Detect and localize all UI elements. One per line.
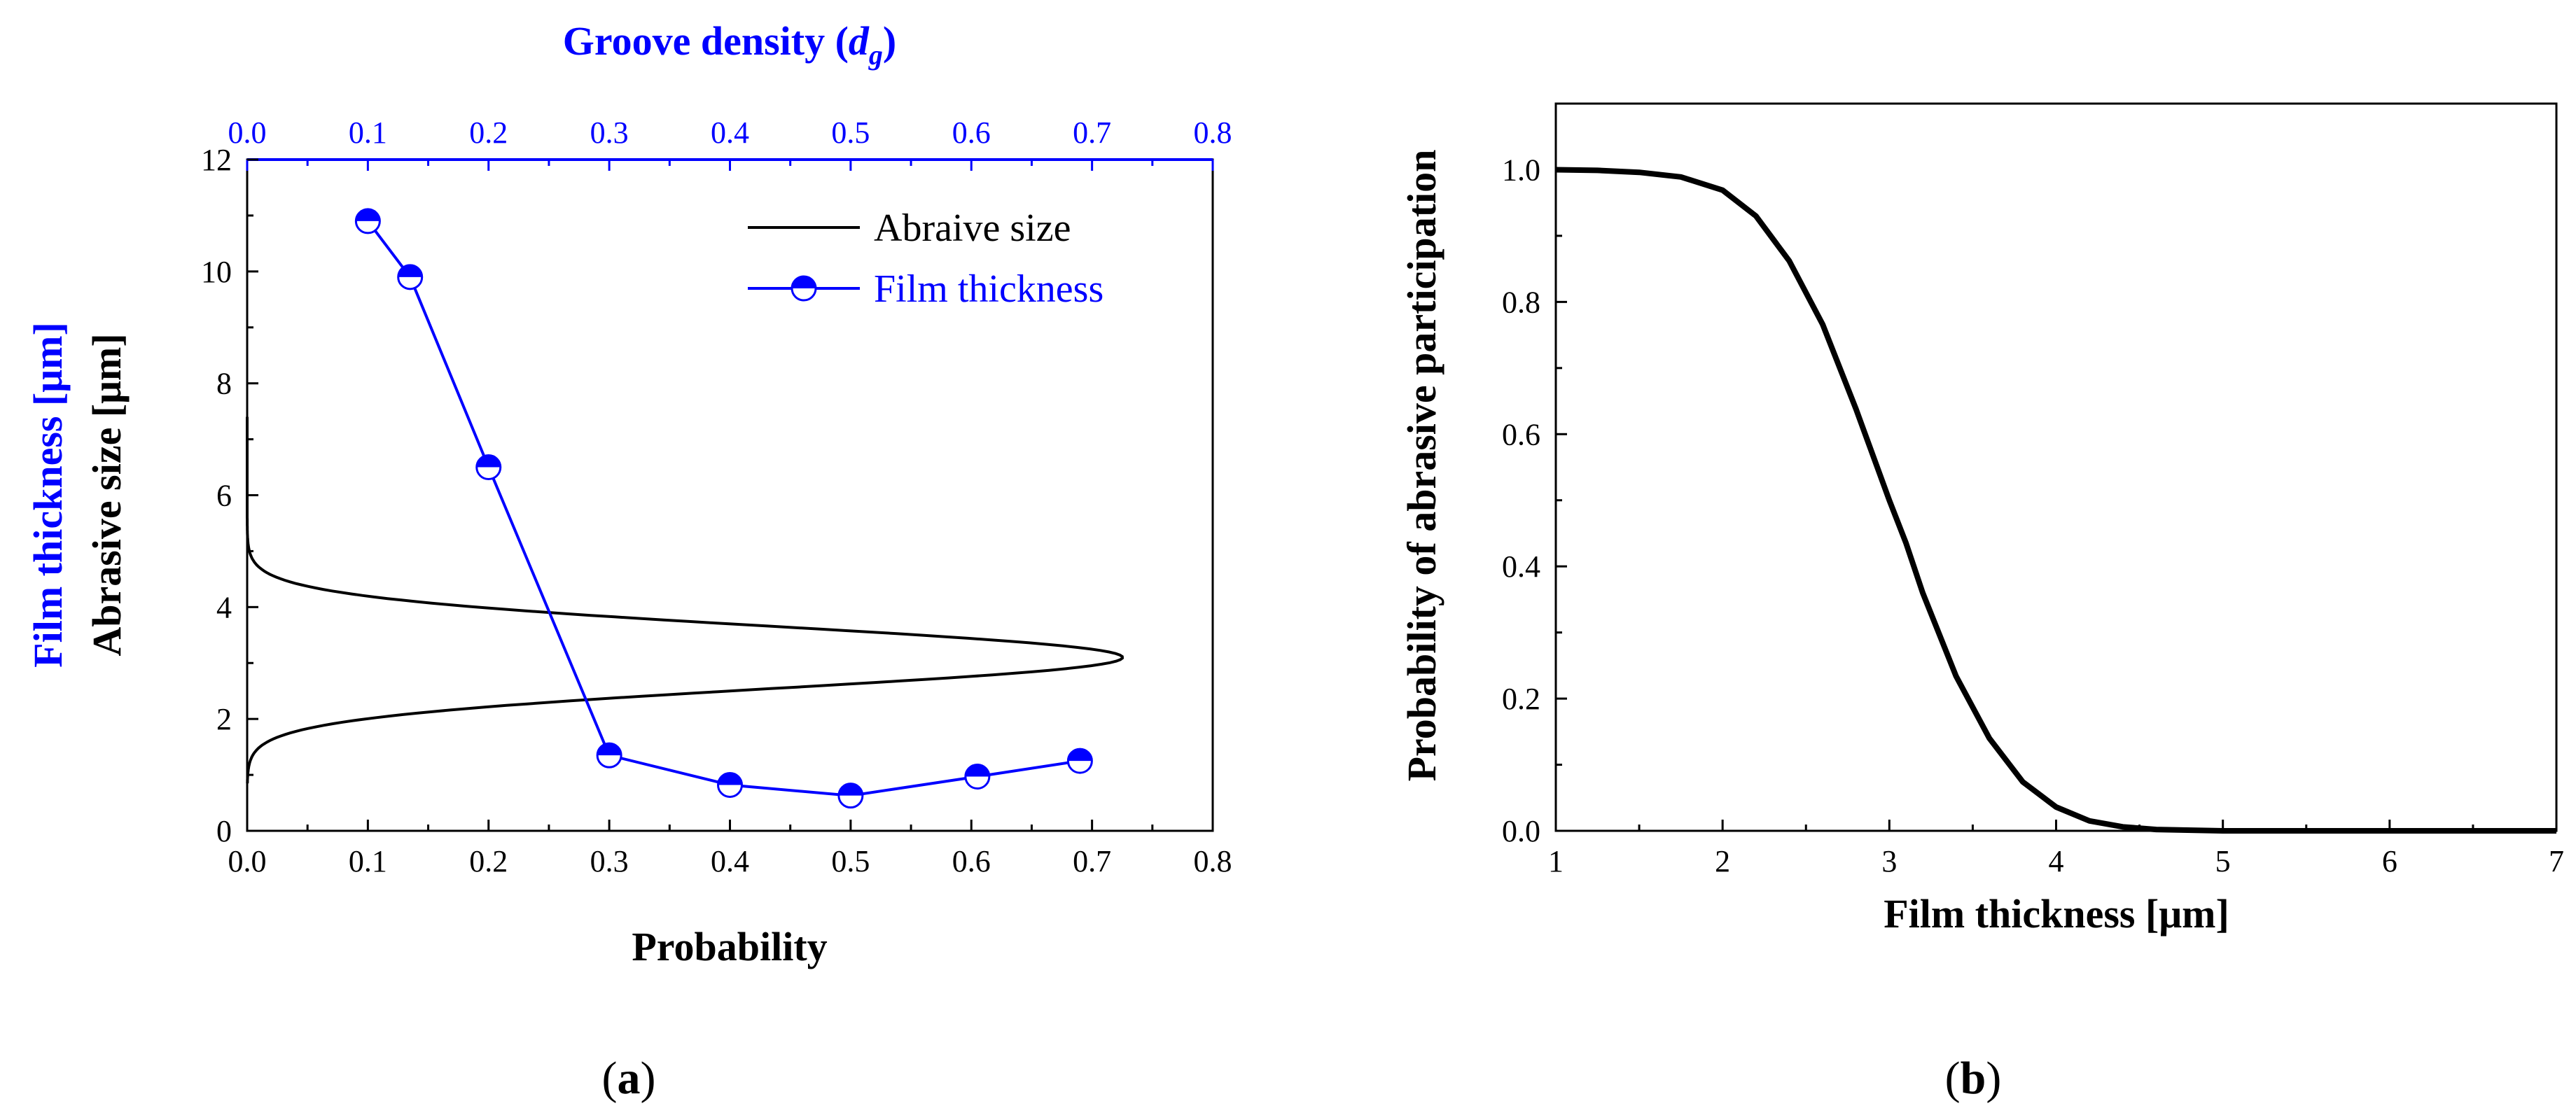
x-tick-label: 0.7 [1073,844,1111,878]
top-axis-title-var: d [849,18,870,64]
marker-fill [356,209,380,221]
y-tick-label: 0.2 [1502,682,1540,716]
x-tick-label: 2 [1715,844,1730,878]
series-film-thickness-line [366,220,1080,797]
marker-fill [718,773,742,785]
marker-fill [1068,749,1092,762]
x-tick-label: 3 [1881,844,1897,878]
top-tick-label: 0.6 [952,115,991,150]
legend-a: Abraive size Film thickness [748,206,1103,311]
x-axis-ticks-b: 1 2 3 4 5 6 7 [1548,820,2564,878]
series-participation-line [1555,167,2556,834]
x-axis-title-a: Probability [632,924,827,969]
legend-label-abrasive: Abraive size [874,206,1071,250]
top-tick-label: 0.2 [469,115,508,150]
y-axis-title-b: Probability of abrasive participation [1399,150,1444,782]
y-tick-label: 0.0 [1502,814,1540,848]
top-axis-title-a: Groove density (dg) [563,18,896,71]
panel-label-b-letter: b [1961,1053,1986,1104]
x-tick-label: 4 [2049,844,2064,878]
marker-fill [476,455,501,468]
film-thickness-point [964,763,991,790]
x-tick-label: 0.6 [952,844,991,878]
y-tick-label: 2 [216,702,232,736]
legend-marker-glyph [791,275,817,302]
plot-frame-b [1554,102,2558,832]
panel-b: 1 2 3 4 5 6 7 0.0 0.2 0.4 0.6 0.8 1.0 Film thicknes… [1399,102,2564,1104]
panel-a: 0.0 0.1 0.2 0.3 0.4 0.5 0.6 0.7 0.8 0.0 0.1 0.2 0.3… [25,18,1232,1104]
top-tick-label: 0.5 [831,115,870,150]
y2-axis-title-a: Film thickness [μm] [25,322,71,668]
y-tick-label: 1.0 [1502,153,1540,187]
top-axis-title-close: ) [883,18,896,64]
panel-label-a-close: ) [641,1053,656,1104]
x-tick-label: 7 [2549,844,2564,878]
series-layer-b [1555,167,2556,834]
x-tick-label: 1 [1548,844,1564,878]
x-tick-label: 0.5 [831,844,870,878]
film-thickness-point [1066,748,1093,774]
y-tick-label: 4 [216,590,232,624]
y-tick-label: 0.6 [1502,417,1540,451]
y-tick-label: 0.8 [1502,285,1540,319]
x-tick-label: 0.0 [228,844,267,878]
y-axis-ticks-a: 0 2 4 6 8 10 12 [201,143,258,848]
panel-label-a-letter: a [618,1053,641,1104]
top-tick-label: 0.7 [1073,115,1111,150]
top-tick-label: 0.3 [590,115,629,150]
y-tick-label: 0 [216,814,232,848]
panel-label-a: (a) [602,1053,656,1104]
plot-frame-a [246,158,1214,832]
y-tick-label: 12 [201,143,232,177]
x-tick-label: 0.1 [349,844,387,878]
legend-marker-film [791,275,817,302]
film-thickness-point [717,771,743,798]
panel-label-b: (b) [1945,1053,2002,1104]
marker-fill [597,743,622,756]
x-tick-label: 6 [2382,844,2397,878]
top-tick-label: 0.0 [228,115,267,150]
series-layer-a [246,208,1125,809]
x-tick-label: 5 [2215,844,2231,878]
x-tick-label: 0.2 [469,844,508,878]
x-axis-title-b: Film thickness [μm] [1884,891,2229,937]
legend-label-film: Film thickness [874,267,1103,311]
x-axis-ticks-a: 0.0 0.1 0.2 0.3 0.4 0.5 0.6 0.7 0.8 [228,820,1232,878]
y-tick-label: 6 [216,479,232,513]
panel-label-b-close: ) [1986,1053,2001,1104]
marker-fill [398,265,422,277]
top-tick-label: 0.1 [349,115,387,150]
film-thickness-point [596,742,622,769]
film-thickness-point [397,264,424,290]
top-axis-title-sub: g [868,39,883,71]
top-tick-label: 0.4 [711,115,749,150]
marker-fill [838,783,863,796]
y-tick-label: 10 [201,255,232,289]
top-axis-ticks-a: 0.0 0.1 0.2 0.3 0.4 0.5 0.6 0.7 0.8 [228,115,1232,171]
y-axis-title-a: Abrasive size [μm] [84,333,130,656]
top-axis-title-main: Groove density ( [563,18,849,64]
film-thickness-point [837,783,864,809]
series-abrasive-size-line [246,416,1125,784]
panel-label-a-open: ( [602,1053,618,1104]
marker-fill [965,764,989,777]
marker-fill [792,276,816,288]
y-tick-label: 8 [216,367,232,401]
x-tick-label: 0.3 [590,844,629,878]
x-tick-label: 0.8 [1194,844,1232,878]
film-thickness-point [475,454,502,481]
y-tick-label: 0.4 [1502,549,1540,584]
y-axis-ticks-b: 0.0 0.2 0.4 0.6 0.8 1.0 [1502,102,1567,848]
panel-label-b-open: ( [1945,1053,1961,1104]
x-tick-label: 0.4 [711,844,749,878]
top-tick-label: 0.8 [1194,115,1232,150]
film-thickness-point [354,208,381,234]
